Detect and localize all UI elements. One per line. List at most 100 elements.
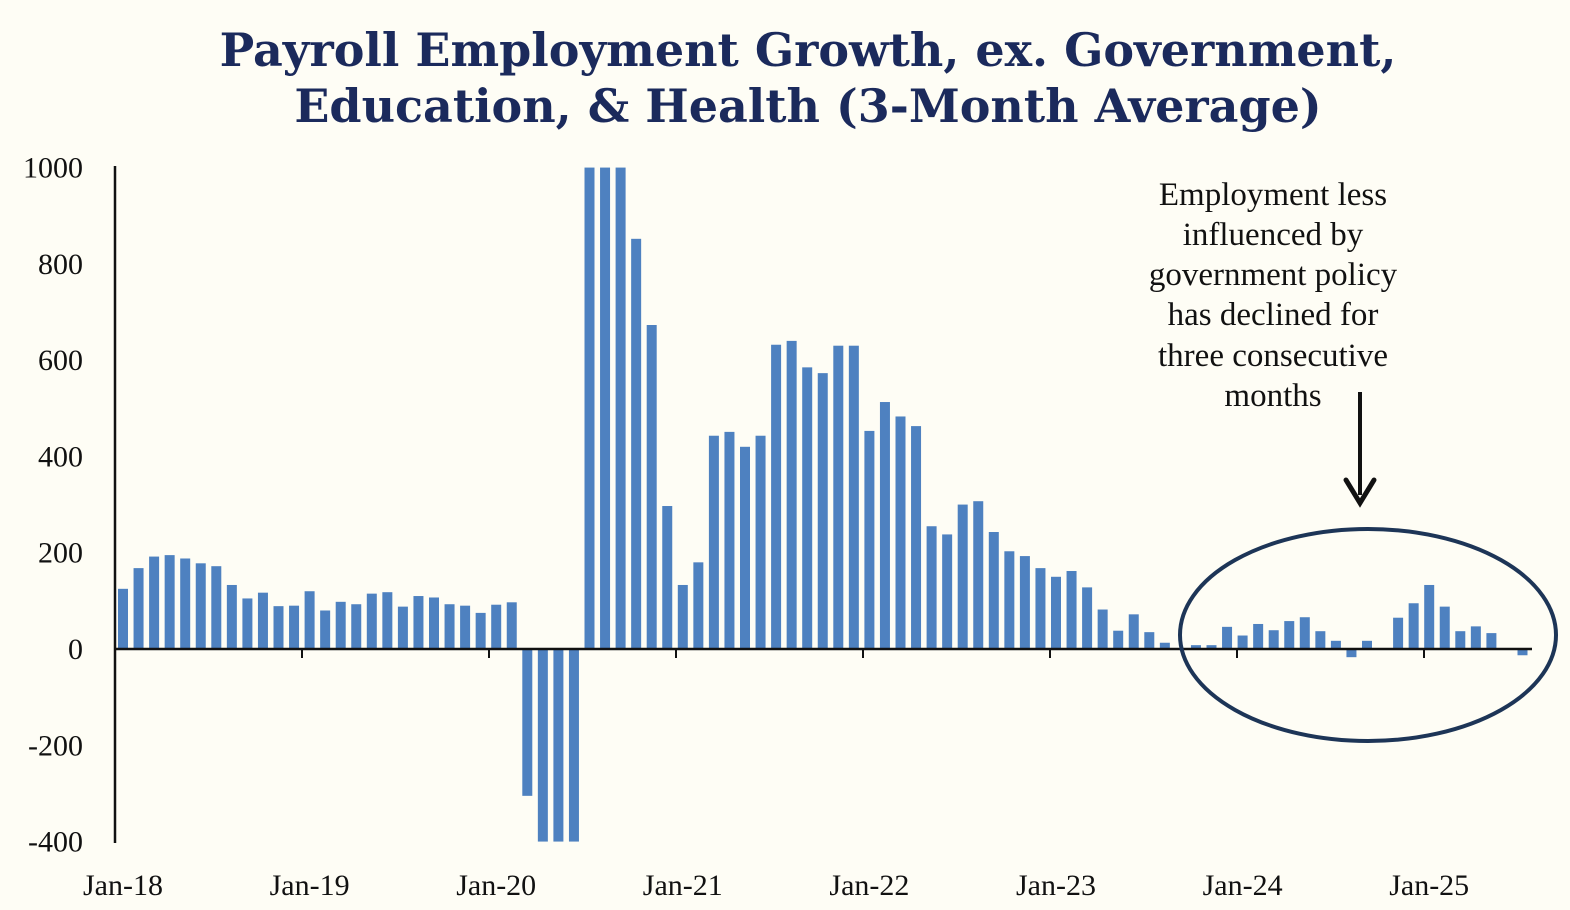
- x-tick-label: Jan-24: [1203, 869, 1283, 902]
- bar-May-22: [926, 526, 937, 649]
- bar-Sep-24: [1362, 640, 1372, 649]
- highlight-ellipse: [1178, 527, 1558, 743]
- annotation: Employment less influenced by government…: [1149, 177, 1558, 743]
- y-tick-label: 200: [38, 537, 83, 570]
- y-tick-label: 400: [38, 440, 83, 473]
- bar-Mar-22: [895, 416, 906, 649]
- bar-Mar-19: [335, 601, 346, 649]
- bar-Jan-24: [1237, 635, 1248, 649]
- bar-Mar-23: [1082, 587, 1093, 649]
- bar-Mar-25: [1455, 631, 1466, 649]
- bar-Jun-21: [755, 435, 766, 649]
- y-tick-label: -200: [28, 729, 83, 762]
- bar-Jan-23: [1051, 576, 1061, 649]
- bar-Sep-22: [988, 532, 999, 649]
- bar-Dec-20: [662, 506, 673, 649]
- annotation-line-6: months: [1224, 378, 1321, 414]
- annotation-arrow-icon: [1343, 477, 1377, 508]
- bar-Jun-24: [1315, 631, 1326, 649]
- y-tick-label: -400: [28, 826, 83, 859]
- bar-Aug-19: [413, 596, 424, 649]
- bar-Oct-23: [1190, 645, 1201, 649]
- bar-Jun-19: [382, 592, 393, 649]
- x-tick-label: Jan-22: [829, 869, 909, 902]
- bar-Feb-24: [1253, 623, 1264, 649]
- bar-Mar-24: [1268, 630, 1279, 649]
- bar-Dec-19: [475, 612, 486, 649]
- bar-Mar-20: [522, 649, 533, 796]
- bar-Nov-18: [273, 606, 284, 649]
- bar-May-18: [180, 558, 191, 649]
- bar-Apr-19: [351, 604, 362, 649]
- bar-Aug-21: [786, 340, 797, 649]
- bar-Sep-20: [615, 167, 626, 649]
- bar-Oct-20: [631, 238, 642, 649]
- bar-Aug-20: [600, 167, 611, 649]
- bar-Dec-22: [1035, 568, 1046, 649]
- bar-Jul-23: [1144, 632, 1155, 649]
- x-tick-label: Jan-18: [83, 869, 163, 902]
- annotation-line-2: influenced by: [1183, 217, 1364, 253]
- bar-Dec-24: [1408, 603, 1419, 649]
- bar-Jun-22: [942, 534, 953, 649]
- bar-Jan-19: [304, 591, 315, 649]
- bar-Jun-20: [568, 649, 579, 842]
- bar-Apr-23: [1097, 609, 1108, 649]
- bar-Jan-18: [118, 588, 128, 649]
- x-tick-label: Jan-20: [456, 869, 536, 902]
- bar-Apr-18: [164, 555, 175, 649]
- bar-Apr-20: [537, 649, 548, 842]
- bar-Oct-18: [257, 592, 268, 649]
- bar-Jul-24: [1330, 640, 1341, 649]
- bar-Aug-23: [1159, 642, 1170, 649]
- bar-Jul-18: [211, 566, 222, 649]
- annotation-line-5: three consecutive: [1158, 338, 1388, 374]
- bar-Oct-19: [444, 604, 455, 649]
- bar-Aug-24: [1346, 649, 1357, 658]
- bar-Nov-22: [1019, 556, 1030, 649]
- annotation-line-4: has declined for: [1168, 297, 1379, 333]
- bar-Apr-21: [724, 431, 735, 649]
- bar-Nov-24: [1393, 617, 1404, 649]
- chart-title-line-2: Education, & Health (3-Month Average): [294, 79, 1321, 133]
- bar-Jul-19: [397, 606, 408, 649]
- y-tick-label: 800: [38, 248, 83, 281]
- bar-Nov-23: [1206, 645, 1217, 649]
- bar-Jun-18: [195, 563, 206, 649]
- bar-Sep-21: [802, 367, 813, 649]
- bar-Aug-18: [226, 584, 237, 649]
- bar-Oct-22: [1004, 551, 1015, 649]
- bar-Mar-21: [708, 435, 719, 649]
- y-tick-label: 600: [38, 344, 83, 377]
- bar-Jan-22: [864, 430, 875, 649]
- chart-title-line-1: Payroll Employment Growth, ex. Governmen…: [220, 23, 1397, 77]
- axes-group: [113, 166, 1532, 843]
- annotation-line-3: government policy: [1149, 257, 1398, 293]
- bar-Jan-20: [491, 604, 502, 649]
- bar-May-19: [366, 593, 377, 649]
- bar-Jan-21: [677, 584, 688, 649]
- bar-May-20: [553, 649, 564, 842]
- bar-Mar-18: [149, 556, 160, 649]
- bar-Jul-25: [1517, 649, 1528, 656]
- bar-Nov-19: [460, 605, 471, 649]
- bar-May-25: [1486, 633, 1497, 649]
- bar-Jan-25: [1424, 584, 1435, 649]
- x-tick-labels: Jan-18 Jan-19 Jan-20 Jan-21 Jan-22 Jan-23 Jan-…: [83, 869, 1469, 902]
- bar-Feb-21: [693, 562, 704, 649]
- bar-Jul-22: [957, 504, 968, 649]
- bar-Apr-25: [1470, 626, 1481, 649]
- bar-May-21: [740, 446, 750, 649]
- bar-Apr-24: [1284, 621, 1295, 649]
- bar-Dec-18: [289, 605, 300, 649]
- bar-Sep-18: [242, 598, 253, 649]
- bar-May-24: [1299, 617, 1310, 649]
- y-tick-label: 1000: [23, 152, 83, 185]
- annotation-line-1: Employment less: [1159, 177, 1387, 213]
- bar-Feb-25: [1439, 606, 1450, 649]
- x-tick-label: Jan-19: [270, 869, 350, 902]
- bar-Apr-22: [911, 426, 922, 649]
- bar-Feb-19: [320, 610, 331, 649]
